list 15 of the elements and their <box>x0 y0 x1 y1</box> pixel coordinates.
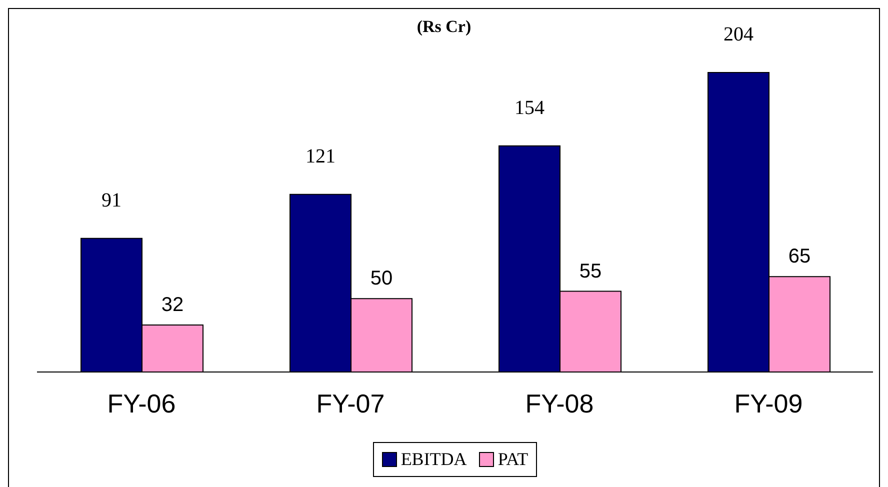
data-label: 154 <box>514 96 544 119</box>
x-tick-label: FY-06 <box>107 388 176 418</box>
data-label: 50 <box>370 268 393 290</box>
data-label: 32 <box>161 294 184 316</box>
x-tick-label: FY-09 <box>734 388 803 418</box>
x-tick-label: FY-08 <box>525 388 594 418</box>
legend-label: EBITDA <box>400 449 467 470</box>
data-label: 65 <box>788 246 811 268</box>
legend-label: PAT <box>498 449 528 470</box>
data-label: 204 <box>724 23 754 46</box>
chart-title: (Rs Cr) <box>416 17 472 36</box>
data-label: 91 <box>102 189 122 212</box>
x-tick-label: FY-07 <box>316 388 385 418</box>
data-label: 55 <box>579 260 602 282</box>
data-label: 121 <box>306 145 336 168</box>
